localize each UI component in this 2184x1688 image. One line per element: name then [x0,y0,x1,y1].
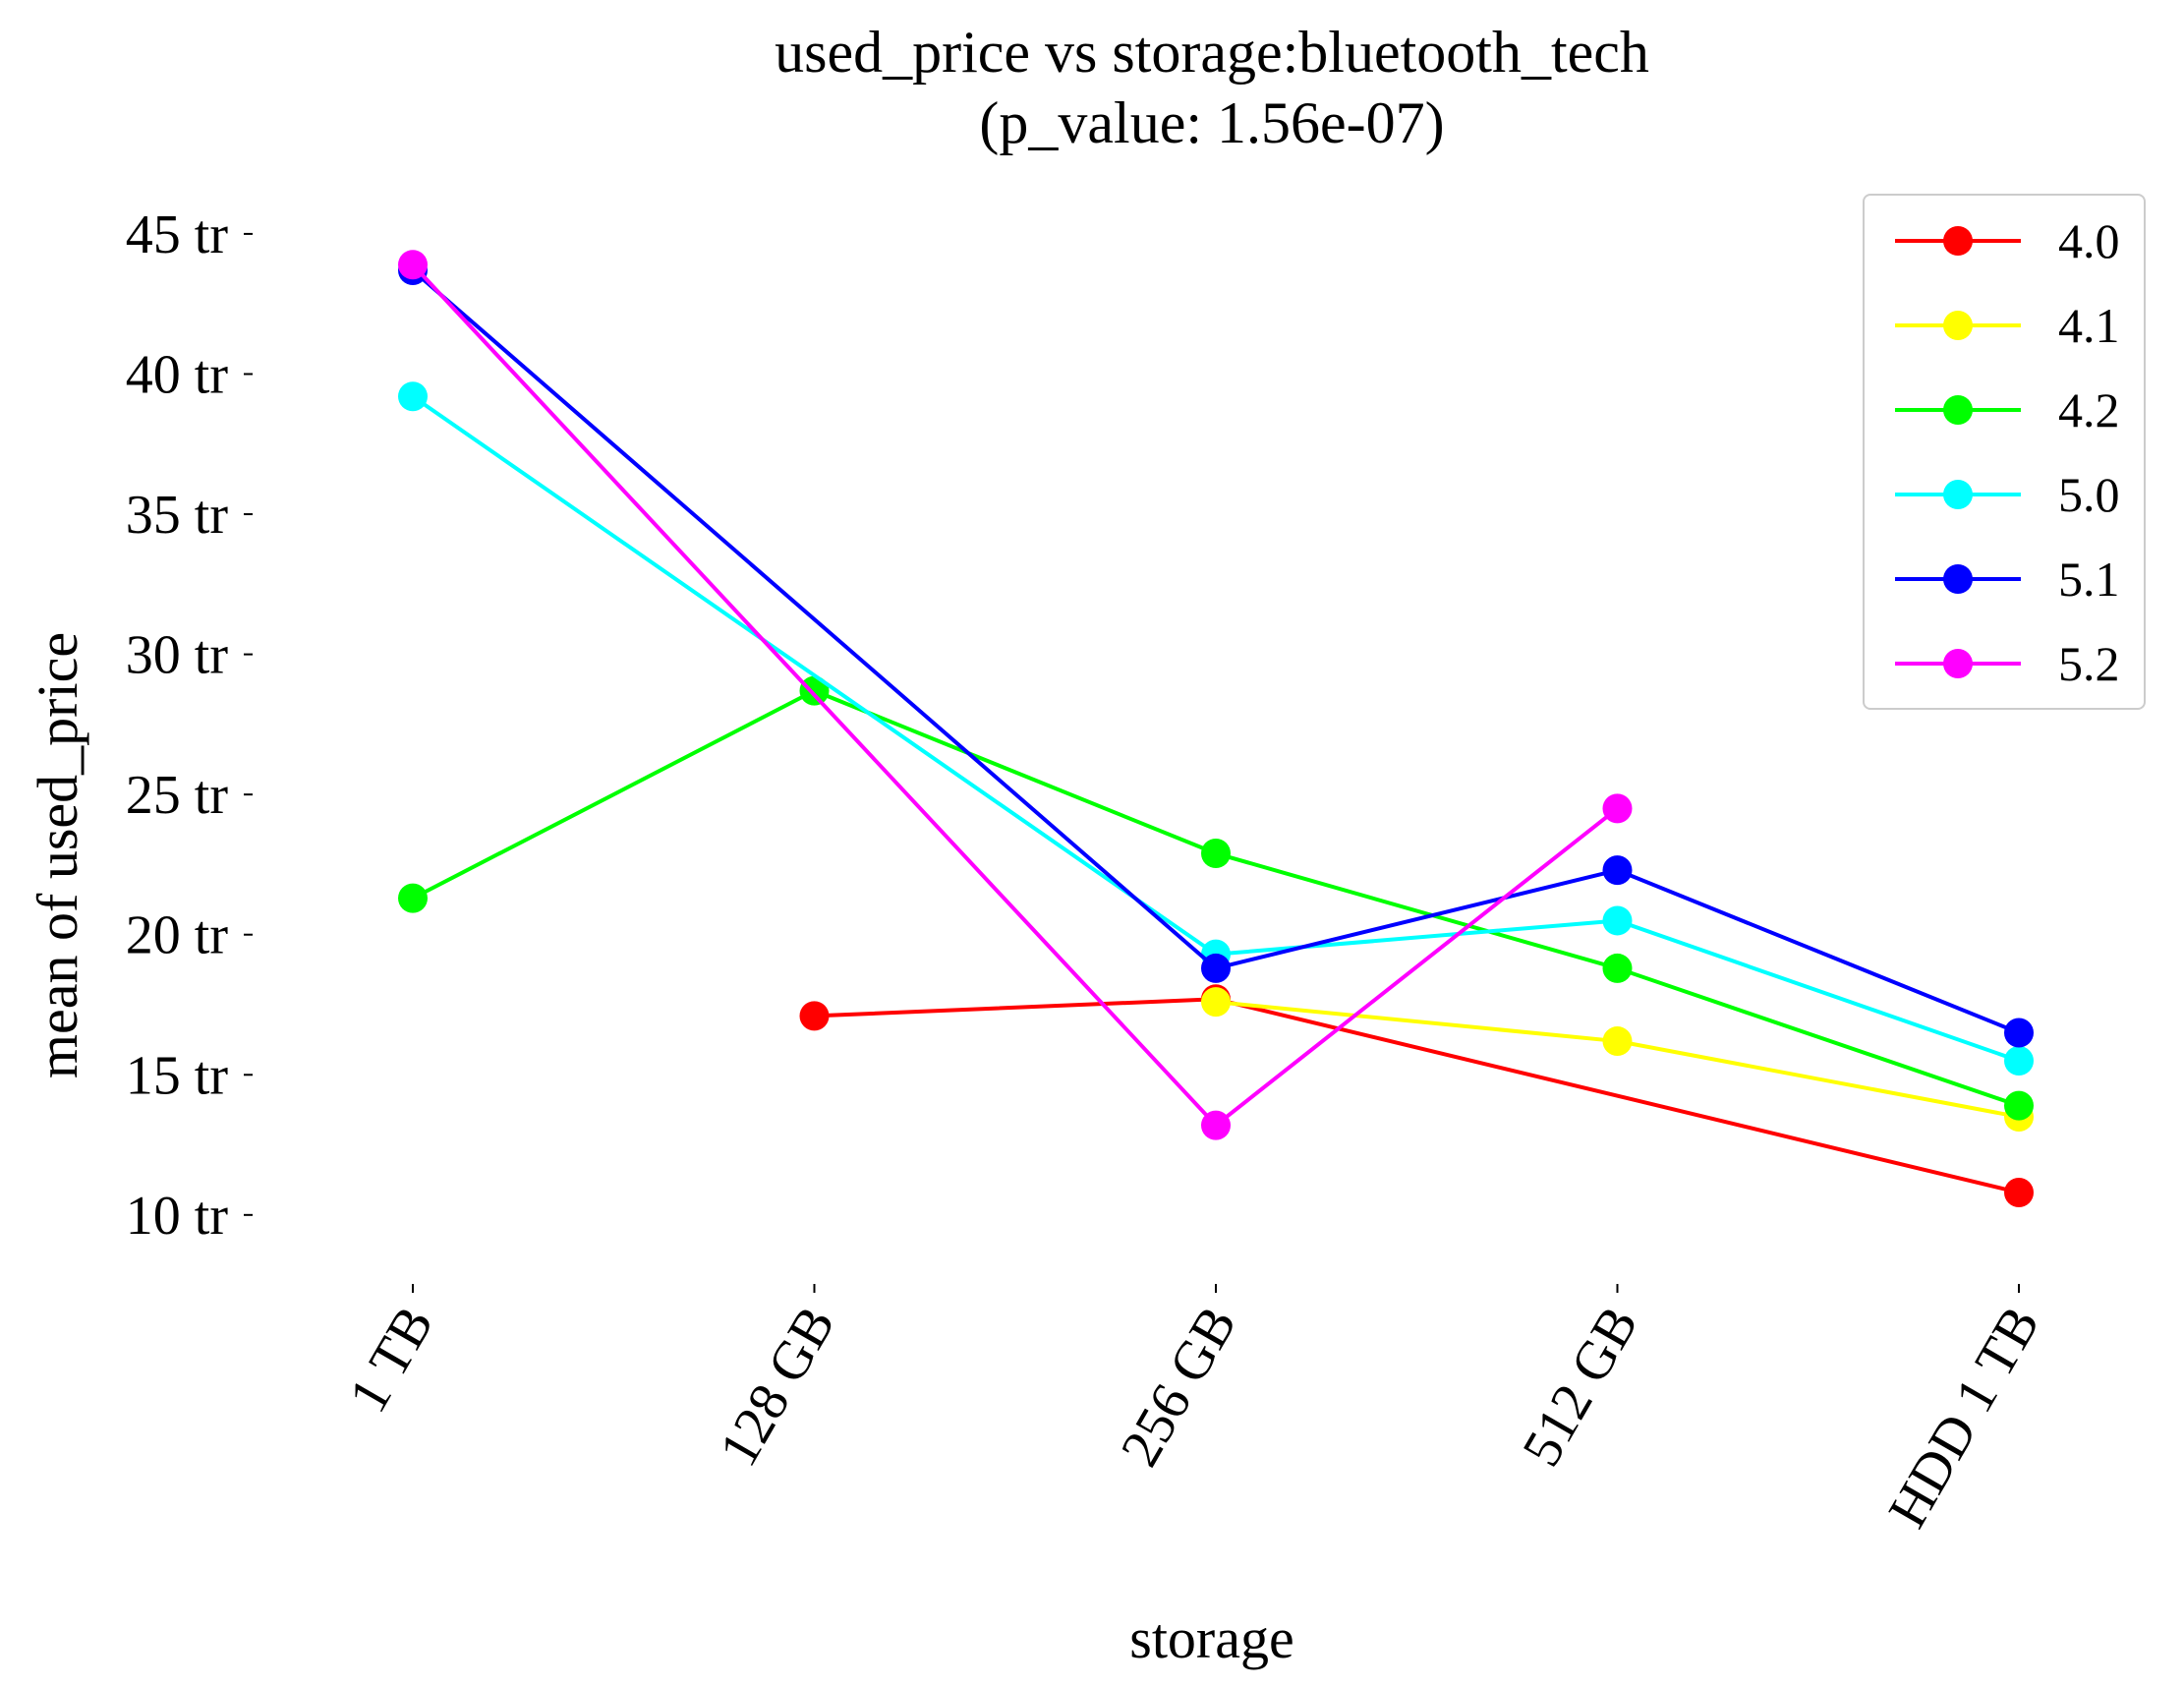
y-tick-label: 45 tr [126,204,229,265]
legend-label: 4.1 [2058,298,2120,353]
series-line [814,997,2020,1194]
data-point [398,883,428,913]
data-point [1602,905,1633,936]
data-point [1602,793,1633,824]
legend-label: 5.0 [2058,467,2120,522]
series-layer [398,250,2034,1208]
legend-entry: 5.2 [1895,636,2120,691]
x-tick-label: 256 GB [1110,1297,1249,1477]
chart-subtitle: (p_value: 1.56e-07) [979,90,1444,155]
x-tick-label: 512 GB [1511,1297,1650,1477]
legend-marker [1943,480,1973,509]
legend-label: 5.2 [2058,636,2120,691]
series-line [411,268,2020,1035]
series-5.2 [398,250,1633,1140]
data-point [2004,1178,2034,1208]
data-point [799,1001,830,1031]
legend-marker [1943,395,1973,425]
x-tick-label: HDD 1 TB [1877,1297,2052,1539]
y-tick-label: 30 tr [126,625,229,686]
data-point [2004,1090,2034,1121]
y-tick-label: 15 tr [126,1045,229,1106]
data-point [1602,855,1633,886]
y-tick-label: 10 tr [126,1186,229,1247]
y-tick-label: 35 tr [126,485,229,546]
data-point [1201,1110,1231,1140]
y-tick-label: 20 tr [126,905,229,966]
series-line [412,688,2020,1108]
data-point [1602,953,1633,983]
legend-entry: 5.1 [1895,552,2120,607]
legend-marker [1943,311,1973,340]
legend-marker [1943,226,1973,256]
legend-entry: 4.2 [1895,382,2120,437]
legend-marker [1943,649,1973,678]
y-tick-label: 25 tr [126,765,229,826]
y-tick-label: 40 tr [126,344,229,405]
data-point [1602,1026,1633,1057]
series-line [411,262,1619,1128]
x-axis-label: storage [1129,1606,1294,1670]
data-point [398,381,428,412]
legend-label: 5.1 [2058,552,2120,607]
x-axis: 1 TB 128 GB 256 GB 512 GB HDD 1 TB [337,1284,2051,1538]
legend-entry: 4.0 [1895,213,2120,268]
series-4.1 [1201,987,2034,1133]
series-4.0 [799,984,2034,1208]
data-point [1201,987,1231,1018]
legend: 4.0 4.1 4.2 5.0 5.1 5.2 [1863,194,2146,710]
x-tick-label: 1 TB [337,1297,445,1423]
data-point [799,675,830,706]
legend-label: 4.2 [2058,382,2120,437]
chart-title: used_price vs storage:bluetooth_tech [775,20,1649,85]
y-axis-label: mean of used_price [26,632,89,1078]
series-4.2 [398,675,2034,1121]
y-axis: 10 tr 15 tr 20 tr 25 tr 30 tr 35 tr 40 tr 45 tr [126,204,253,1247]
legend-marker [1943,564,1973,594]
legend-entry: 4.1 [1895,298,2120,353]
legend-frame [1863,194,2146,710]
data-point [1201,953,1231,983]
x-tick-label: 128 GB [708,1297,847,1477]
data-point [1201,839,1231,869]
data-point [398,250,428,280]
data-point [2004,1046,2034,1077]
series-5.1 [398,255,2034,1048]
legend-entry: 5.0 [1895,467,2120,522]
series-line [411,394,2020,1063]
legend-label: 4.0 [2058,213,2120,268]
data-point [2004,1018,2034,1048]
